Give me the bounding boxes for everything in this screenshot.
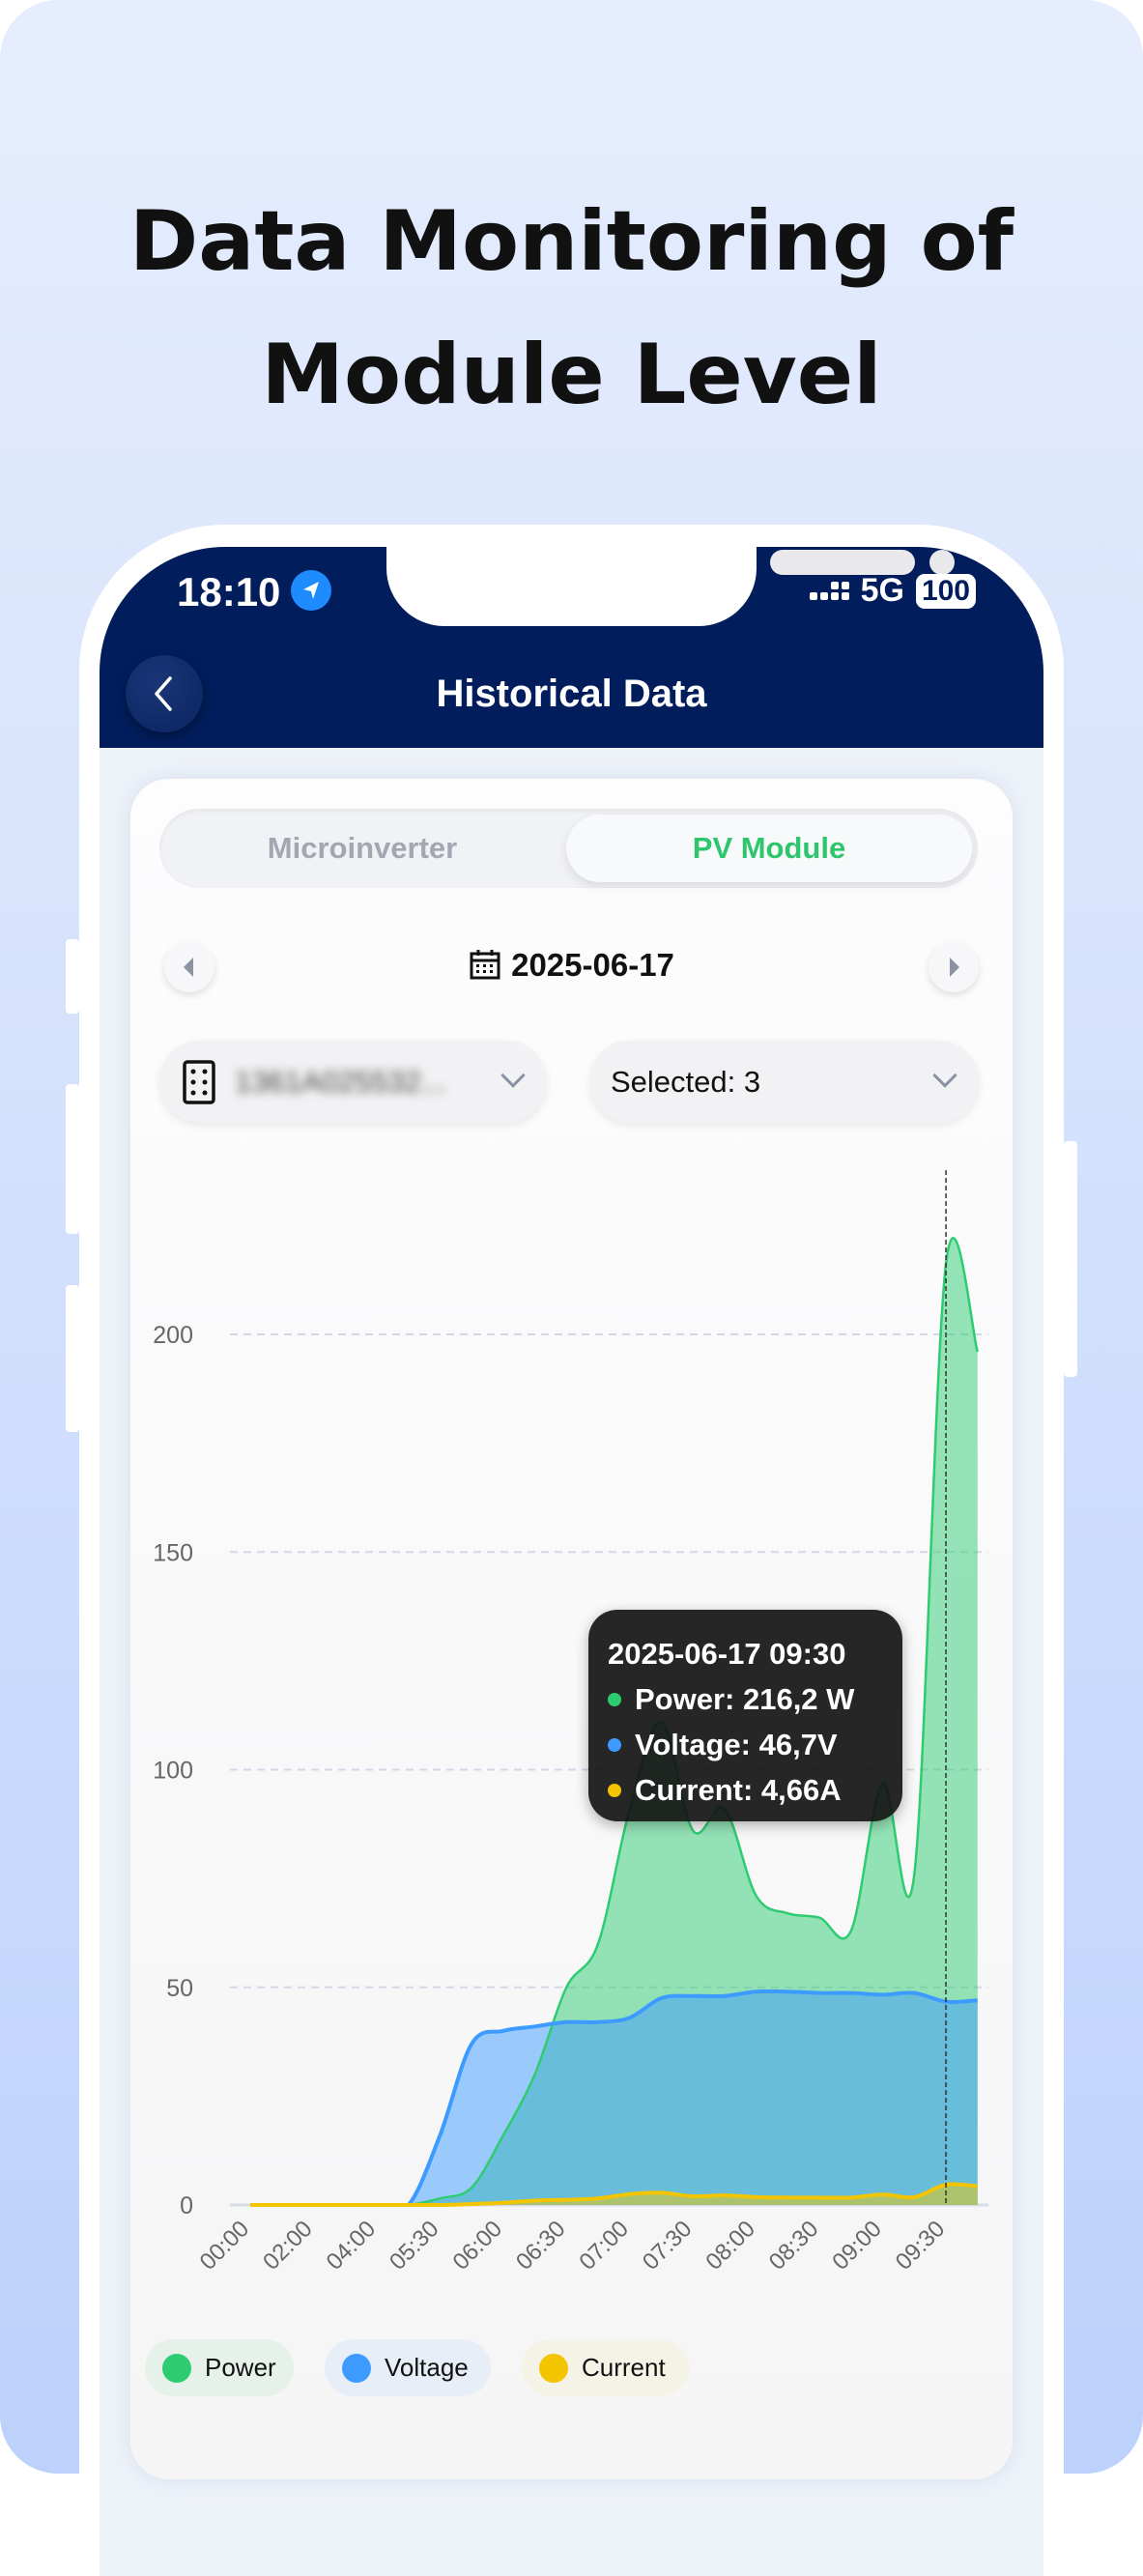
back-button[interactable]	[126, 655, 203, 732]
tooltip-voltage: Voltage: 46,7V	[635, 1727, 838, 1761]
power-dot-icon	[162, 2353, 191, 2383]
chevron-left-icon	[155, 676, 172, 711]
y-tick-label: 100	[153, 1758, 193, 1785]
y-tick-label: 200	[153, 1322, 193, 1349]
network-type: 5G	[860, 572, 904, 609]
previous-date-button[interactable]	[164, 942, 214, 992]
x-tick-label: 05:30	[385, 2216, 444, 2275]
x-tick-label: 02:00	[258, 2216, 318, 2275]
legend-label: Current	[582, 2353, 666, 2382]
area-current	[250, 2184, 978, 2205]
date-picker[interactable]: 2025-06-17	[0, 947, 1143, 984]
caret-left-icon	[184, 958, 193, 977]
current-dot-icon	[608, 1783, 621, 1797]
x-tick-label: 04:00	[322, 2216, 382, 2275]
phone-volume-down	[66, 1285, 79, 1432]
device-serial: 1361A025532...	[235, 1065, 446, 1099]
area-power	[250, 1238, 978, 2205]
legend-voltage[interactable]: Voltage	[325, 2339, 491, 2396]
legend-label: Voltage	[385, 2353, 469, 2382]
next-date-button[interactable]	[929, 942, 979, 992]
tooltip-current: Current: 4,66A	[635, 1772, 842, 1807]
location-arrow-icon	[291, 570, 331, 611]
phone-power-button	[1064, 1141, 1077, 1377]
legend-current[interactable]: Current	[522, 2339, 689, 2396]
x-tick-label: 09:00	[827, 2216, 887, 2275]
tab-switcher: Microinverter PV Module	[159, 809, 978, 888]
battery-icon: 100	[915, 573, 976, 609]
status-time: 18:10	[177, 569, 281, 615]
phone-volume-up	[66, 1084, 79, 1234]
power-dot-icon	[608, 1692, 621, 1706]
legend-power[interactable]: Power	[145, 2339, 294, 2396]
module-dropdown[interactable]: Selected: 3	[589, 1041, 979, 1123]
signal-icon	[809, 582, 849, 600]
y-tick-label: 0	[180, 2192, 193, 2219]
phone-mute-switch	[66, 939, 79, 1014]
history-chart[interactable]: 0 50 100 150 200 00:00 02:00 04:00 05:30 06:00 06:…	[0, 0, 1143, 2474]
device-dropdown[interactable]: 1361A025532...	[159, 1041, 547, 1123]
calendar-icon	[470, 950, 500, 980]
module-selected: Selected: 3	[611, 1065, 761, 1099]
headline-line-1: Data Monitoring of	[129, 193, 1014, 290]
x-tick-label: 09:30	[891, 2216, 951, 2275]
y-tick-label: 50	[166, 1975, 193, 2002]
x-tick-label: 06:30	[511, 2216, 571, 2275]
x-tick-label: 07:30	[638, 2216, 698, 2275]
current-dot-icon	[539, 2353, 568, 2383]
caret-right-icon	[950, 958, 959, 977]
chart-tooltip: 2025-06-17 09:30 Power: 216,2 W Voltage:…	[588, 1610, 902, 1821]
x-tick-label: 07:00	[574, 2216, 634, 2275]
voltage-dot-icon	[342, 2353, 371, 2383]
line-current	[249, 2182, 978, 2207]
tooltip-title: 2025-06-17 09:30	[608, 1636, 846, 1671]
legend-label: Power	[205, 2353, 276, 2382]
x-tick-label: 08:00	[700, 2216, 760, 2275]
tooltip-power: Power: 216,2 W	[635, 1681, 855, 1716]
tab-microinverter[interactable]: Microinverter	[267, 831, 458, 865]
headline-line-2: Module Level	[261, 327, 882, 423]
notch	[386, 547, 955, 626]
x-tick-label: 06:00	[448, 2216, 508, 2275]
x-tick-label: 00:00	[195, 2216, 255, 2275]
tab-pv-module[interactable]: PV Module	[566, 815, 972, 882]
page-title: Historical Data	[436, 673, 707, 715]
device-icon	[183, 1060, 215, 1104]
area-voltage	[250, 1990, 978, 2205]
x-tick-label: 08:30	[764, 2216, 824, 2275]
y-tick-label: 150	[153, 1539, 193, 1566]
date-value: 2025-06-17	[511, 947, 674, 983]
voltage-dot-icon	[608, 1737, 621, 1752]
